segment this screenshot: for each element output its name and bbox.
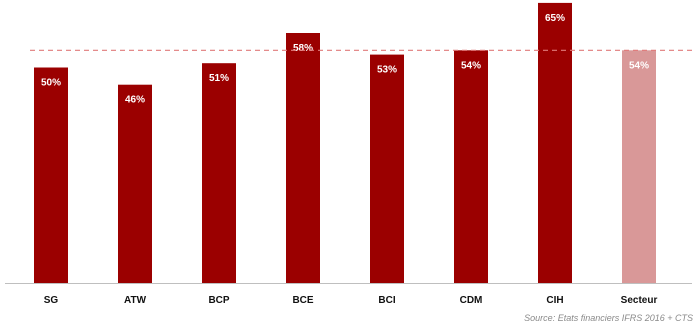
bar-sg (34, 67, 68, 283)
category-label-bci: BCI (378, 295, 395, 306)
value-labels-layer: 50% 46% 51% 58% 53% 54% 65% 54% (41, 13, 649, 106)
bars-layer (34, 2, 656, 284)
category-labels-layer: SG ATW BCP BCE BCI CDM CIH Secteur (44, 295, 658, 306)
value-label-sg: 50% (41, 78, 61, 89)
value-label-bci: 53% (377, 65, 397, 76)
value-label-cdm: 54% (461, 60, 481, 71)
value-label-bce: 58% (293, 43, 313, 54)
bar-cdm (454, 50, 488, 283)
category-label-bcp: BCP (208, 295, 229, 306)
bar-secteur (622, 50, 656, 283)
bar-bci (370, 54, 404, 283)
bar-bce (286, 33, 320, 283)
value-label-cih: 65% (545, 13, 565, 24)
value-label-bcp: 51% (209, 73, 229, 84)
category-label-cih: CIH (546, 295, 563, 306)
category-label-cdm: CDM (460, 295, 483, 306)
category-label-secteur: Secteur (621, 295, 658, 306)
value-label-atw: 46% (125, 95, 145, 106)
category-label-atw: ATW (124, 295, 147, 306)
bar-bcp (202, 63, 236, 284)
source-note: Source: Etats financiers IFRS 2016 + CTS (524, 313, 693, 323)
category-label-bce: BCE (292, 295, 313, 306)
bar-atw (118, 84, 152, 283)
value-label-secteur: 54% (629, 60, 649, 71)
bar-cih (538, 2, 572, 284)
category-label-sg: SG (44, 295, 59, 306)
